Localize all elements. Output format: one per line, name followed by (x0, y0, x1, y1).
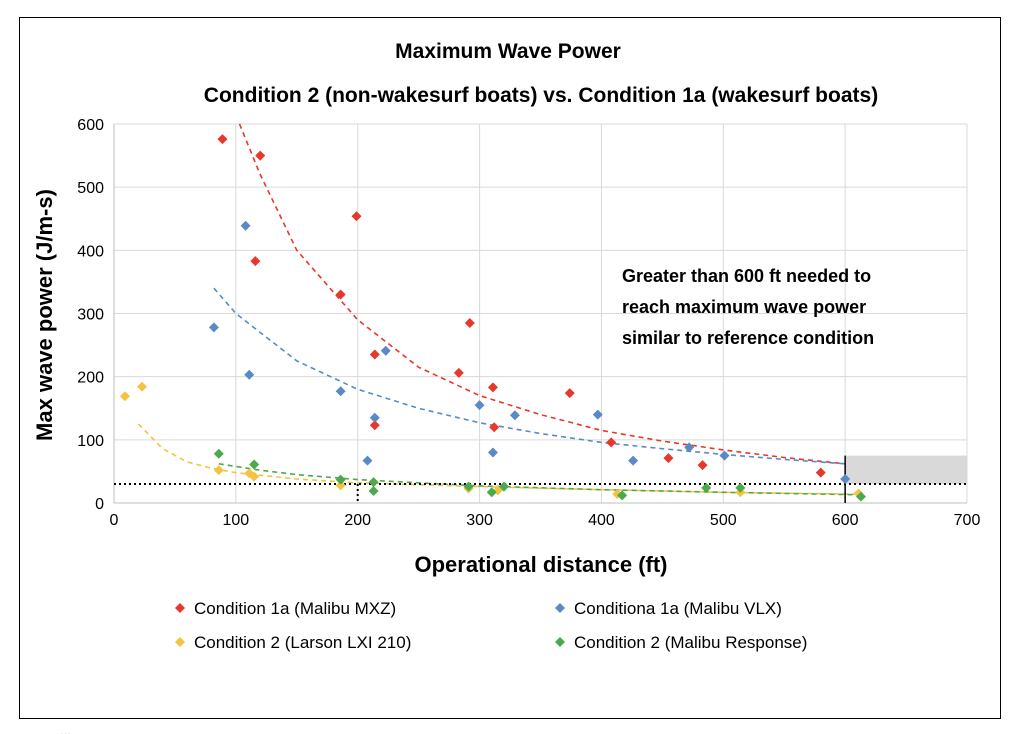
data-point (735, 482, 746, 493)
y-tick-label: 0 (95, 496, 104, 513)
data-point (208, 322, 219, 333)
data-point (592, 409, 603, 420)
data-point (369, 412, 380, 423)
data-point (606, 437, 617, 448)
x-tick-label: 500 (710, 512, 737, 529)
chart-subtitle: Condition 2 (non-wakesurf boats) vs. Con… (204, 84, 878, 107)
x-tick-label: 400 (588, 512, 615, 529)
data-point (509, 410, 520, 421)
scatter-chart: Maximum Wave Power Condition 2 (non-wake… (32, 40, 980, 652)
y-axis-label: Max wave power (J/m-s) (32, 189, 57, 441)
data-point (368, 485, 379, 496)
data-point (368, 477, 379, 488)
data-point (213, 465, 224, 476)
data-point (249, 459, 260, 470)
data-point (486, 487, 497, 498)
data-point (244, 369, 255, 380)
data-point (855, 491, 866, 502)
x-axis-label: Operational distance (ft) (414, 552, 667, 577)
trend-line (218, 463, 862, 496)
data-point (489, 422, 500, 433)
data-point (213, 448, 224, 459)
data-point (250, 256, 261, 267)
data-point (217, 134, 228, 145)
data-point (137, 381, 148, 392)
data-point (380, 345, 391, 356)
gridlines (114, 123, 968, 503)
legend-label: Condition 2 (Malibu Response) (574, 633, 807, 652)
data-point (362, 455, 373, 466)
chart-frame: Maximum Wave Power Condition 2 (non-wake… (19, 17, 1001, 719)
x-tick-label: 300 (466, 512, 493, 529)
data-point (487, 447, 498, 458)
annotation-line-2: reach maximum wave power (622, 297, 866, 317)
data-points (119, 134, 866, 502)
data-point (663, 453, 674, 464)
data-point (684, 442, 695, 453)
caption-text: … (60, 726, 71, 734)
data-point (369, 349, 380, 360)
annotation-line-1: Greater than 600 ft needed to (622, 266, 871, 286)
y-tick-label: 200 (77, 370, 104, 387)
trend-line (213, 287, 846, 465)
data-point (369, 420, 380, 431)
data-point (463, 481, 474, 492)
legend-marker (555, 603, 565, 613)
data-point (815, 467, 826, 478)
y-tick-label: 600 (77, 117, 104, 134)
legend: Condition 1a (Malibu MXZ) Conditiona 1a (… (175, 599, 807, 652)
data-point (335, 386, 346, 397)
legend-marker (555, 637, 565, 647)
y-tick-label: 400 (77, 243, 104, 260)
x-tick-label: 0 (110, 512, 119, 529)
data-point (840, 473, 851, 484)
data-point (701, 482, 712, 493)
trend-lines (137, 123, 862, 496)
data-point (697, 460, 708, 471)
data-point (464, 317, 475, 328)
y-tick-label: 500 (77, 180, 104, 197)
highlight-region (845, 455, 967, 485)
legend-marker (175, 603, 185, 613)
y-tick-label: 300 (77, 307, 104, 324)
legend-label: Conditiona 1a (Malibu VLX) (574, 599, 782, 618)
data-point (351, 211, 362, 222)
legend-marker (175, 637, 185, 647)
data-point (335, 289, 346, 300)
tick-labels: 0 100 200 300 400 500 600 700 0 100 200 300 400 500 60… (77, 117, 980, 529)
data-point (249, 471, 260, 482)
data-point (119, 391, 130, 402)
data-point (453, 367, 464, 378)
trend-line (137, 423, 859, 495)
data-point (617, 490, 628, 501)
trend-line (238, 123, 846, 465)
data-point (335, 474, 346, 485)
x-tick-label: 200 (344, 512, 371, 529)
caption-fragment: … (0, 724, 1024, 734)
y-tick-label: 100 (77, 433, 104, 450)
legend-label: Condition 1a (Malibu MXZ) (194, 599, 396, 618)
x-tick-label: 100 (223, 512, 250, 529)
data-point (498, 481, 509, 492)
axes (113, 124, 967, 504)
data-point (628, 455, 639, 466)
legend-label: Condition 2 (Larson LXI 210) (194, 633, 411, 652)
data-point (719, 450, 730, 461)
data-point (564, 388, 575, 399)
annotation-line-3: similar to reference condition (622, 328, 874, 348)
chart-title: Maximum Wave Power (395, 40, 621, 63)
annotation: Greater than 600 ft needed to reach maxi… (622, 266, 874, 348)
data-point (335, 480, 346, 491)
data-point (255, 150, 266, 161)
data-point (474, 400, 485, 411)
gray-region (845, 455, 967, 485)
data-point (240, 220, 251, 231)
x-tick-label: 700 (954, 512, 981, 529)
data-point (487, 382, 498, 393)
x-tick-label: 600 (832, 512, 859, 529)
